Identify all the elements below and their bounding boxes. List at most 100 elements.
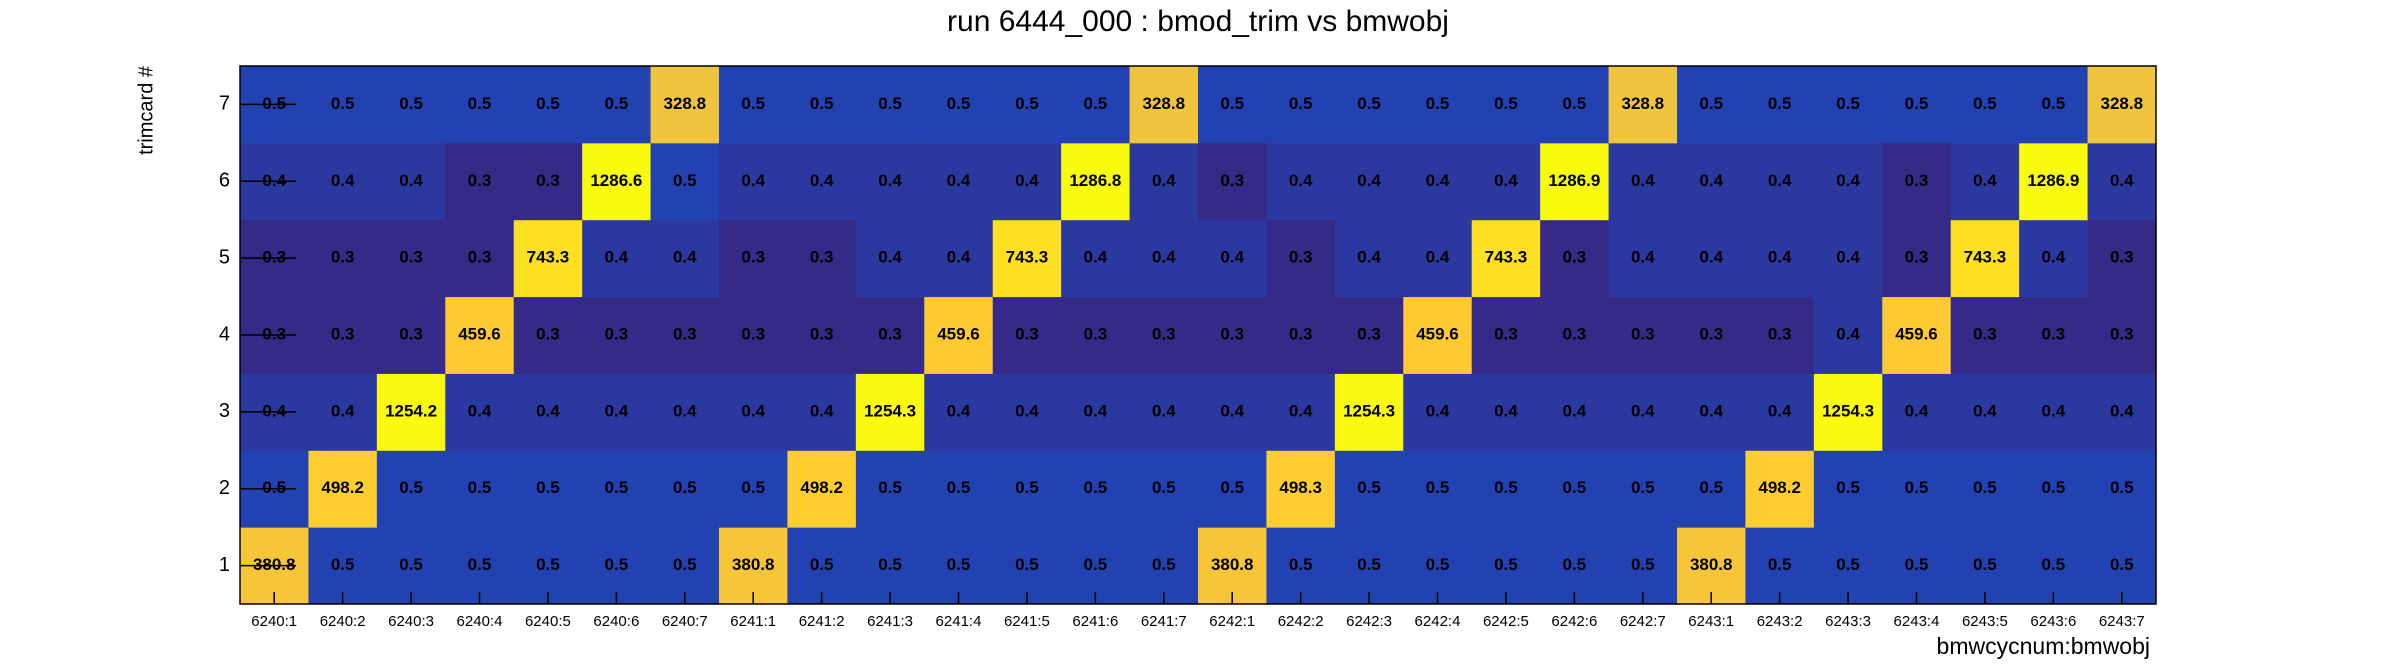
cell-label: 0.4: [1563, 401, 1587, 420]
cell-label: 0.4: [1426, 171, 1450, 190]
cell-label: 0.5: [1357, 94, 1381, 113]
x-tick-label: 6243:5: [1962, 613, 2008, 630]
heat-cell: [513, 142, 583, 221]
cell-label: 459.6: [1416, 324, 1459, 343]
cell-label: 0.5: [605, 555, 629, 574]
cell-label: 498.2: [321, 478, 364, 497]
cell-label: 0.5: [673, 478, 697, 497]
cell-label: 0.5: [331, 94, 355, 113]
cell-label: 0.5: [947, 478, 971, 497]
heat-cell: [992, 142, 1062, 221]
cell-label: 1286.6: [590, 171, 642, 190]
heat-cell: [924, 373, 994, 451]
cell-label: 0.4: [1015, 171, 1039, 190]
cell-label: 0.5: [1563, 478, 1587, 497]
heat-cell: [1403, 66, 1473, 144]
heat-cell: [992, 450, 1062, 528]
heat-cell: [1403, 450, 1473, 528]
x-tick-label: 6241:1: [730, 613, 776, 630]
cell-label: 0.4: [947, 401, 971, 420]
cell-label: 0.5: [1289, 555, 1313, 574]
cell-label: 0.4: [1152, 171, 1176, 190]
heat-cell: [1198, 373, 1267, 451]
cell-label: 459.6: [1895, 324, 1938, 343]
x-tick-label: 6240:5: [525, 613, 571, 630]
cell-label: 0.5: [1905, 555, 1929, 574]
heat-cell: [582, 219, 652, 298]
cell-label: 0.5: [1084, 94, 1108, 113]
x-tick-label: 6241:2: [799, 613, 845, 630]
heat-cell: [1198, 219, 1267, 298]
heat-cell: [1334, 527, 1404, 605]
heat-cell: [1882, 373, 1952, 451]
cell-label: 0.4: [1905, 401, 1929, 420]
heat-cell: [855, 66, 925, 144]
cell-label: 0.4: [1836, 324, 1860, 343]
heat-cell: [1129, 450, 1199, 528]
cell-label: 0.4: [1494, 171, 1518, 190]
cell-label: 328.8: [664, 94, 707, 113]
heat-cell: [2019, 296, 2089, 374]
x-tick-label: 6242:7: [1620, 613, 1666, 630]
heat-cell: [445, 219, 515, 298]
heat-cell: [924, 527, 994, 605]
heat-cell: [1334, 373, 1404, 451]
x-tick-label: 6241:4: [936, 613, 982, 630]
cell-label: 0.3: [673, 324, 697, 343]
cell-label: 0.5: [1084, 478, 1108, 497]
cell-label: 0.4: [468, 401, 492, 420]
cell-label: 0.5: [1631, 555, 1655, 574]
heat-cell: [1334, 66, 1404, 144]
x-tick-label: 6243:7: [2099, 613, 2145, 630]
x-tick-label: 6241:7: [1141, 613, 1187, 630]
cell-label: 0.3: [1220, 171, 1244, 190]
cell-label: 0.4: [1768, 171, 1792, 190]
cell-label: 0.5: [2110, 478, 2134, 497]
x-tick-label: 6240:3: [388, 613, 434, 630]
heat-cell: [1813, 373, 1883, 451]
y-tick-label: 4: [219, 323, 230, 345]
cell-label: 0.3: [878, 324, 902, 343]
heat-cell: [1882, 450, 1952, 528]
cell-label: 0.5: [1015, 94, 1039, 113]
heat-cell: [1266, 66, 1336, 144]
cell-label: 0.5: [878, 555, 902, 574]
heat-cell: [1882, 296, 1952, 374]
heat-cell: [1471, 66, 1541, 144]
heat-cell: [1471, 296, 1541, 374]
cell-label: 0.4: [1152, 248, 1176, 267]
x-tick-label: 6243:6: [2030, 613, 2076, 630]
cell-label: 0.3: [468, 248, 492, 267]
heat-cell: [650, 296, 720, 374]
heat-cell: [513, 66, 583, 144]
cell-label: 0.5: [262, 94, 286, 113]
heat-cell: [376, 219, 446, 298]
heat-cell: [445, 296, 515, 374]
heat-cell: [513, 296, 583, 374]
heat-cell: [1403, 527, 1473, 605]
cell-label: 0.3: [1357, 324, 1381, 343]
heat-cell: [376, 296, 446, 374]
heat-cell: [992, 66, 1062, 144]
cell-label: 1254.3: [864, 401, 916, 420]
cell-label: 0.5: [605, 94, 629, 113]
cell-label: 0.4: [262, 171, 286, 190]
heat-cell: [308, 66, 378, 144]
heat-cell: [2019, 219, 2089, 298]
heat-cell: [1266, 527, 1336, 605]
cell-label: 0.5: [399, 555, 423, 574]
cell-label: 380.8: [732, 555, 775, 574]
heat-cell: [1403, 296, 1473, 374]
heat-cell: [2019, 142, 2089, 221]
cell-label: 0.3: [1494, 324, 1518, 343]
x-tick-label: 6242:3: [1346, 613, 1392, 630]
cell-label: 0.5: [1494, 478, 1518, 497]
cell-label: 0.3: [262, 324, 286, 343]
heat-cell: [1266, 450, 1336, 528]
cell-label: 0.5: [1699, 94, 1723, 113]
heat-cell: [1198, 66, 1267, 144]
heat-cell: [2087, 66, 2157, 144]
cell-label: 0.5: [1494, 94, 1518, 113]
cell-label: 459.6: [458, 324, 501, 343]
